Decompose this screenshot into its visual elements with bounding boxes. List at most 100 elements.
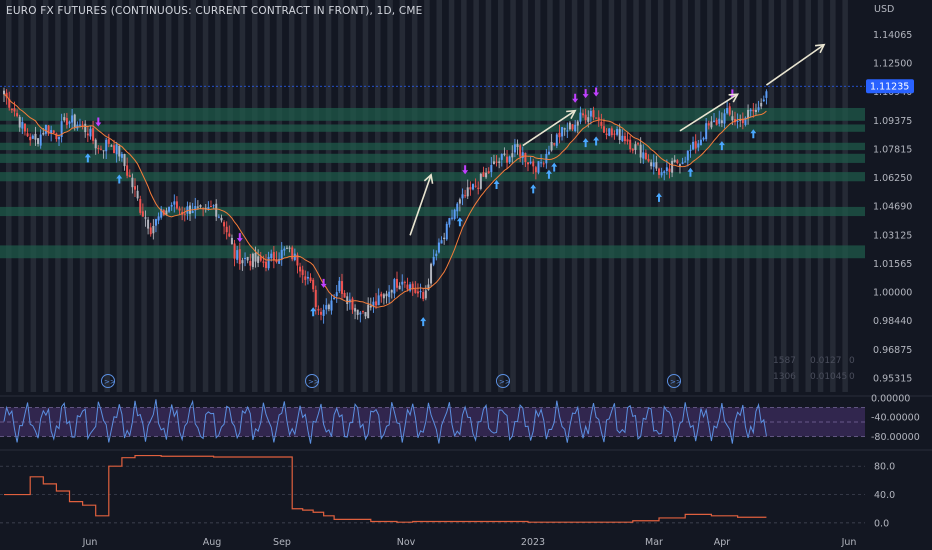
expand-icon-glyph: >> (308, 378, 320, 386)
candle-body (382, 294, 385, 299)
candle-body (574, 124, 577, 132)
price-tick-label: 1.03125 (873, 230, 912, 241)
candle-body (233, 243, 236, 259)
price-tick-label: 1.00000 (873, 288, 912, 299)
session-stripe (141, 0, 147, 392)
candle-body (503, 153, 506, 155)
candle-body (81, 124, 84, 126)
price-tick-label: 1.07815 (873, 144, 912, 155)
sell-signal-marker (320, 278, 327, 288)
candle-body (757, 107, 760, 111)
candle-body (451, 217, 454, 219)
candle-body (741, 118, 744, 124)
session-stripe (411, 0, 418, 392)
candle-body (728, 106, 731, 115)
candle-body (113, 145, 116, 154)
candle-body (23, 123, 26, 132)
candle-body (160, 208, 163, 218)
candle-body (139, 198, 142, 213)
candle-body (16, 113, 19, 117)
candle-body (671, 160, 674, 173)
stochastic-pane: 80.0 40.0 0.0 (0, 449, 932, 529)
candle-body (115, 144, 118, 155)
candle-body (244, 257, 247, 259)
candle-body (597, 117, 600, 121)
candle-body (204, 207, 207, 209)
candle-body (186, 206, 189, 214)
candle-body (765, 91, 768, 98)
session-stripe (362, 0, 369, 392)
moving-average-line (3, 93, 767, 308)
time-tick-label: Aug (203, 537, 222, 548)
candle-body (317, 308, 320, 311)
candle-body (346, 296, 349, 305)
buy-signal-arrow (593, 136, 600, 146)
session-stripe (621, 0, 627, 392)
candle-body (343, 292, 346, 298)
candle-body (309, 277, 312, 282)
candle-body (364, 312, 367, 317)
candle-body (267, 256, 270, 269)
candle-body (196, 206, 199, 208)
candle-body (123, 154, 126, 167)
candle-body (403, 281, 406, 283)
candle-body (5, 92, 8, 98)
candle-body (152, 225, 155, 234)
candle-body (435, 253, 438, 256)
session-stripe (596, 0, 602, 392)
candle-body (490, 164, 493, 173)
candle-body (702, 137, 705, 140)
candle-body (78, 124, 81, 126)
candle-body (516, 144, 519, 148)
candle-body (327, 304, 330, 310)
candle-body (692, 141, 695, 150)
time-tick-label: Jun (82, 537, 98, 548)
candle-body (752, 109, 755, 112)
candle-body (602, 126, 605, 133)
candle-body (665, 167, 668, 172)
session-stripe (793, 0, 799, 392)
session-stripe (190, 0, 196, 392)
candle-body (553, 143, 556, 145)
buy-signal-arrow (551, 162, 558, 172)
session-stripe (424, 0, 430, 392)
candle-body (616, 129, 619, 135)
candle-body (369, 305, 372, 308)
candle-body (29, 136, 32, 141)
session-stripe (92, 0, 98, 392)
candle-body (676, 160, 679, 164)
candle-body (21, 121, 24, 129)
price-tick-label: 1.01565 (873, 259, 912, 270)
sell-signal-marker (582, 89, 589, 99)
price-tick-label: 1.12500 (873, 59, 912, 70)
candle-body (291, 247, 294, 260)
candle-body (563, 128, 566, 130)
support-zone (0, 107, 865, 121)
candle-body (333, 297, 336, 300)
candle-body (658, 168, 660, 175)
session-stripe (79, 0, 86, 392)
annotation-arrows: >> >> >> >> (101, 43, 826, 388)
candle-body (220, 217, 223, 221)
expand-icon-glyph: >> (499, 378, 511, 386)
buy-signal-arrow (750, 129, 757, 139)
buy-signal-arrow (456, 217, 463, 227)
candle-body (293, 253, 296, 261)
candle-body (715, 119, 718, 125)
candle-body (262, 261, 265, 263)
sell-signal-marker (236, 233, 243, 243)
candle-body (241, 260, 244, 264)
candle-body (726, 108, 729, 114)
session-stripe (768, 0, 775, 392)
candle-body (747, 109, 750, 119)
session-stripe (387, 0, 393, 392)
candle-body (265, 261, 267, 268)
session-stripe (30, 0, 37, 392)
candle-body (322, 309, 325, 316)
candle-body (500, 154, 503, 160)
candle-body (52, 130, 55, 133)
candle-body (660, 172, 663, 176)
session-stripe (719, 0, 725, 392)
candle-body (529, 161, 532, 164)
candle-body (498, 161, 501, 163)
